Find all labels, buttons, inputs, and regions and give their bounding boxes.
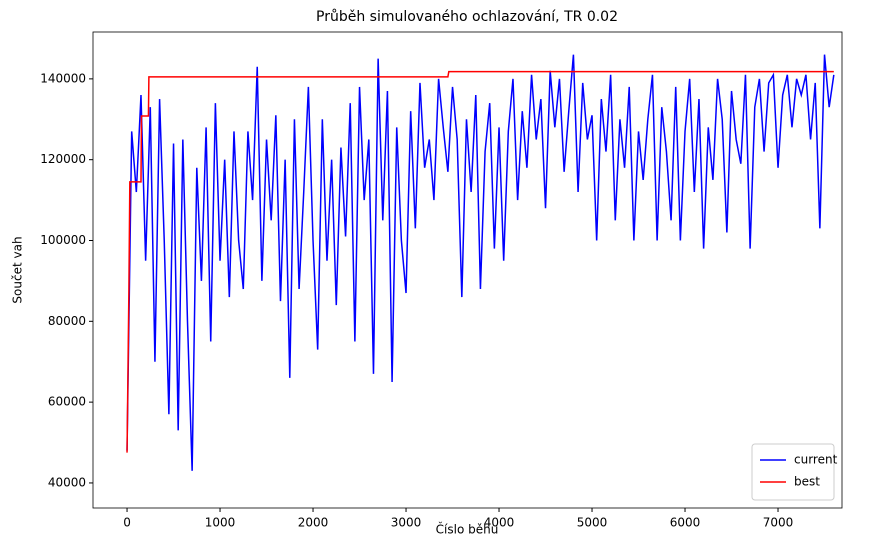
y-tick-label: 120000 — [40, 152, 86, 166]
x-tick-label: 5000 — [577, 516, 608, 530]
line-series — [126, 70, 834, 453]
legend-label: best — [794, 475, 820, 489]
y-tick-label: 40000 — [48, 475, 86, 489]
x-tick-label: 0 — [123, 516, 131, 530]
x-tick-label: 6000 — [670, 516, 701, 530]
chart-title: Průběh simulovaného ochlazování, TR 0.02 — [316, 9, 618, 25]
x-tick-label: 2000 — [298, 516, 329, 530]
x-axis-label: Číslo běhu — [436, 522, 499, 537]
legend-box — [751, 443, 835, 501]
y-tick-label: 140000 — [40, 71, 86, 85]
y-tick-label: 100000 — [40, 233, 86, 247]
plot-frame — [92, 31, 843, 509]
x-tick-label: 7000 — [763, 516, 794, 530]
line-series — [126, 54, 835, 471]
y-axis-label: Součet vah — [11, 236, 25, 303]
y-tick-label: 80000 — [48, 314, 86, 328]
x-tick-label: 3000 — [391, 516, 422, 530]
legend-label: current — [794, 453, 838, 467]
x-tick-label: 4000 — [484, 516, 515, 530]
x-tick-label: 1000 — [205, 516, 236, 530]
y-tick-label: 60000 — [48, 395, 86, 409]
